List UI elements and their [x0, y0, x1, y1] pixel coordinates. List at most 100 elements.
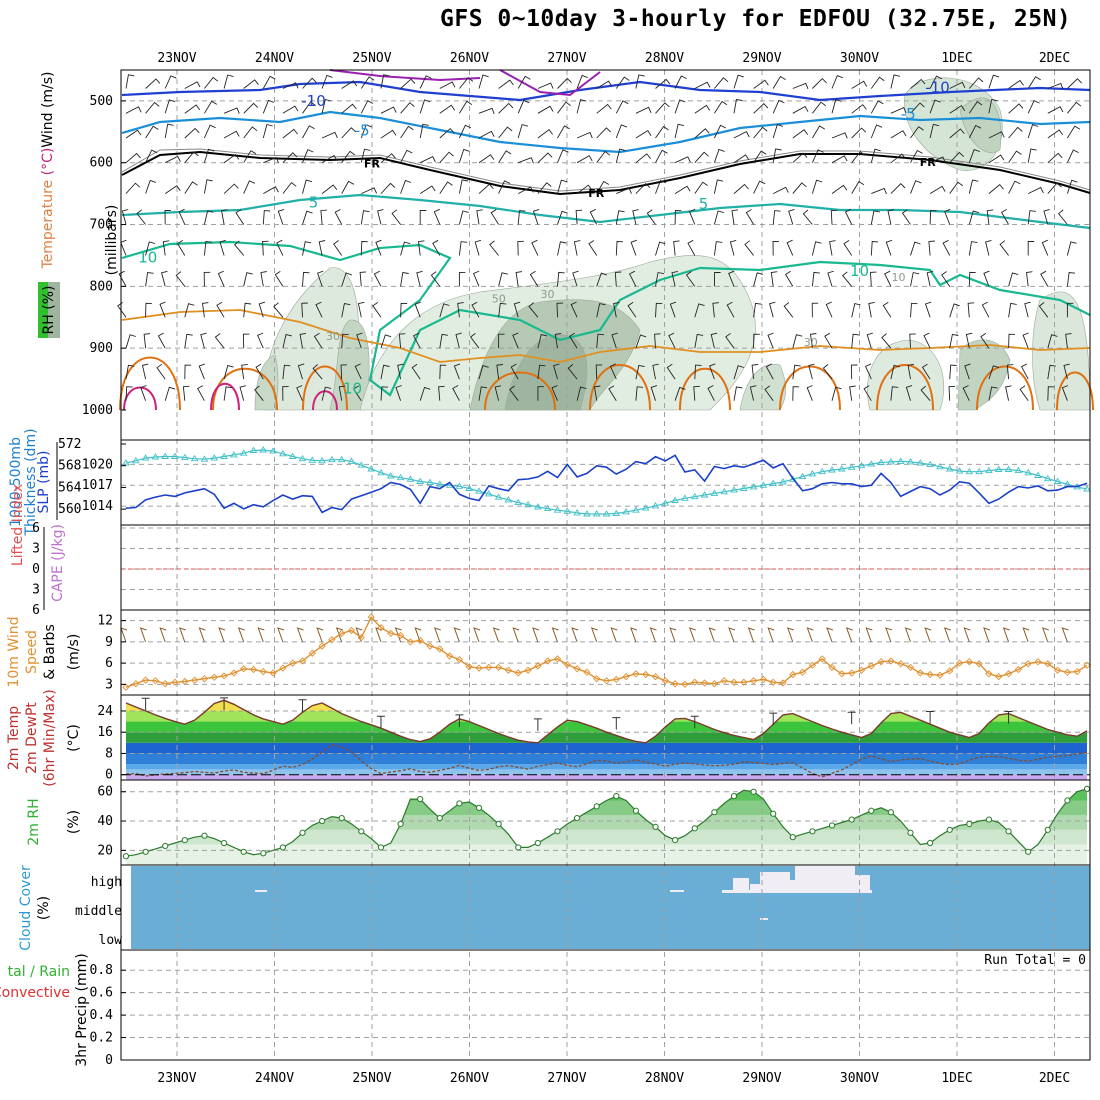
temperature-lobe — [1056, 371, 1094, 411]
upper-wind-barb — [635, 386, 644, 401]
upper-wind-barb — [498, 302, 507, 318]
upper-wind-barb — [517, 99, 530, 114]
upper-wind-barb — [125, 106, 142, 114]
upper-wind-barb — [615, 241, 624, 256]
rh-legend-label-part: RH (%) — [41, 286, 57, 335]
thickness-point — [691, 492, 699, 500]
thickness-point — [308, 456, 317, 463]
upper-wind-barb — [772, 186, 789, 195]
slp-axis-title: SLP (mb) — [36, 450, 52, 513]
thickness-axis-title-1-part: 1000-500mb — [8, 437, 24, 527]
upper-wind-barb — [910, 126, 924, 139]
temp-tick: 24 — [97, 704, 113, 719]
upper-wind-barb — [400, 179, 412, 194]
rh-axis-unit-part: (%) — [66, 810, 82, 834]
rh-point — [162, 842, 169, 850]
wind-speed-point — [563, 660, 571, 669]
upper-wind-barb — [458, 241, 468, 256]
upper-wind-barb — [360, 124, 372, 139]
upper-wind-barb — [811, 179, 823, 194]
upper-wind-barb — [570, 301, 578, 318]
temperature-contour--15b — [329, 69, 481, 82]
upper-wind-barb — [282, 181, 297, 194]
wind-speed-tick: 6 — [105, 656, 113, 671]
wind-speed-point — [1034, 658, 1042, 666]
upper-wind-barb — [792, 105, 809, 114]
thickness-tick: 568 — [58, 459, 81, 474]
wind-speed-point — [749, 677, 758, 685]
below-surface-band — [121, 410, 1090, 440]
upper-wind-barb — [223, 74, 234, 89]
upper-wind-barb — [360, 76, 375, 89]
upper-wind-barb — [576, 99, 587, 114]
cloud-gap — [785, 880, 795, 890]
wind-speed-point — [308, 649, 316, 657]
upper-wind-barb — [517, 75, 531, 89]
temperature-lobe — [119, 356, 181, 411]
upper-wind-barb — [988, 365, 1000, 380]
cloud-level-label: middle — [75, 904, 122, 919]
upper-wind-barb — [510, 363, 519, 380]
upper-wind-barb — [630, 239, 637, 256]
surface-wind-barb — [492, 627, 500, 643]
upper-wind-barb — [203, 210, 214, 225]
pressure-tick: 700 — [90, 218, 113, 233]
upper-wind-barb — [1047, 334, 1058, 349]
thickness-point — [573, 509, 581, 516]
upper-wind-barb — [674, 386, 686, 401]
upper-wind-barb — [302, 241, 312, 256]
upper-wind-barb — [615, 148, 626, 163]
upper-wind-barb — [498, 102, 514, 114]
upper-wind-barb — [400, 125, 414, 139]
wind-speed-point — [593, 675, 601, 683]
panel-frame-st — [120, 524, 1091, 611]
surface-wind-barb — [414, 627, 422, 643]
upper-wind-barb — [575, 209, 583, 225]
temperature-lobe — [976, 365, 1034, 411]
upper-wind-barb — [302, 101, 316, 114]
upper-wind-barb — [517, 240, 524, 256]
upper-wind-barb — [471, 301, 480, 318]
wind-speed-point — [808, 661, 817, 669]
upper-wind-barb — [910, 78, 926, 89]
upper-wind-barb — [733, 130, 750, 139]
thickness-point — [337, 455, 346, 463]
upper-wind-barb — [910, 272, 920, 287]
wind-speed-point — [122, 683, 130, 691]
wind-speed-point — [975, 660, 983, 668]
wind-speed-point — [916, 669, 924, 677]
upper-wind-barb — [671, 270, 678, 287]
surface-wind-barb — [747, 627, 755, 643]
upper-wind-barb — [842, 271, 853, 287]
upper-wind-barb — [652, 363, 659, 380]
upper-wind-barb — [806, 385, 813, 401]
upper-wind-barb — [145, 149, 158, 163]
upper-wind-barb — [811, 241, 822, 256]
upper-wind-barb — [968, 77, 984, 89]
rh-contour-label: 10 — [892, 271, 906, 284]
rh-color-band — [126, 800, 1087, 816]
max-temp-marker — [141, 697, 150, 711]
upper-wind-barb — [531, 239, 539, 256]
upper-wind-barb — [1008, 333, 1016, 349]
upper-wind-barb — [517, 210, 526, 225]
upper-wind-barb — [254, 385, 264, 401]
upper-wind-barb — [258, 301, 266, 318]
upper-wind-barb — [831, 132, 848, 139]
rh-point — [456, 800, 463, 807]
thickness-point — [455, 482, 464, 489]
thickness-axis-title-1: 1000-500mb — [8, 437, 24, 527]
wind-speed-point — [524, 666, 532, 674]
upper-wind-barb — [772, 75, 786, 89]
upper-wind-barb — [687, 239, 696, 256]
upper-wind-barb — [827, 270, 834, 287]
upper-wind-barb — [302, 179, 313, 194]
rh-point — [554, 828, 561, 835]
rh-point — [534, 839, 541, 847]
thickness-point — [906, 458, 915, 465]
upper-wind-barb — [121, 209, 129, 225]
cloud-cover-fill — [131, 866, 1090, 949]
date-label-bottom: 2DEC — [1039, 1071, 1070, 1086]
upper-wind-barb — [223, 107, 240, 114]
upper-wind-barb — [588, 240, 598, 256]
